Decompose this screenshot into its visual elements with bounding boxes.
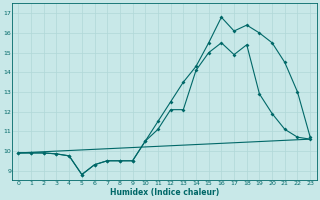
X-axis label: Humidex (Indice chaleur): Humidex (Indice chaleur)	[110, 188, 219, 197]
